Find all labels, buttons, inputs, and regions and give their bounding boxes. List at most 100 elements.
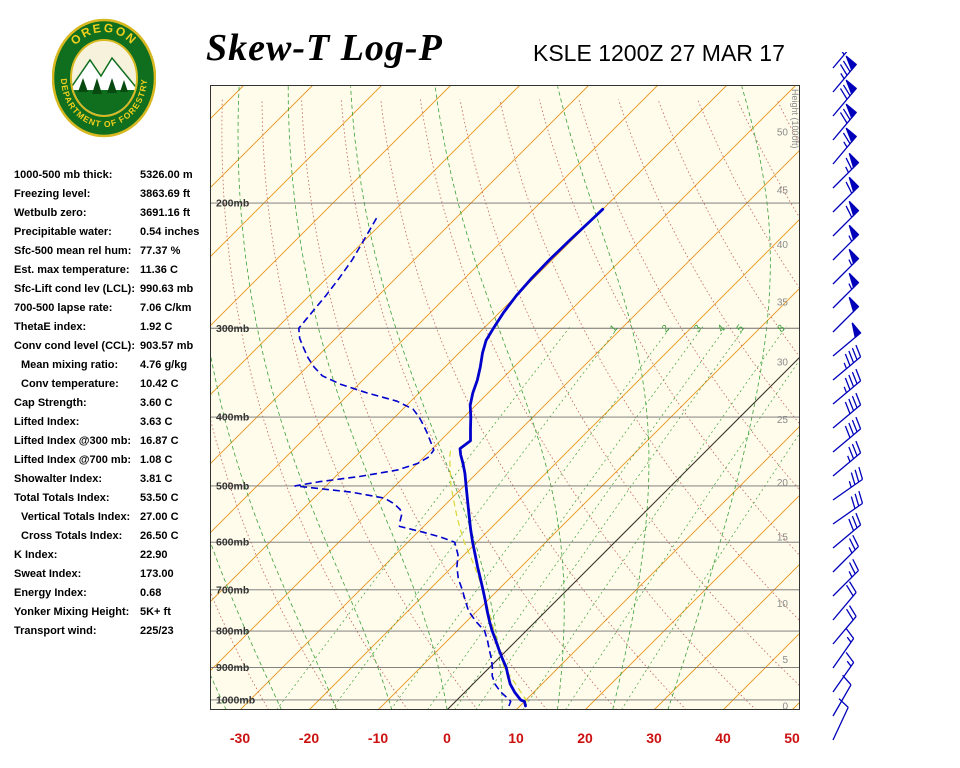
index-row: Sfc-Lift cond lev (LCL): 990.63 mb <box>12 281 220 300</box>
tree-icon <box>92 78 102 94</box>
index-value: 26.50 C <box>140 530 179 542</box>
index-row: Transport wind: 225/23 <box>12 623 220 642</box>
index-value: 3.60 C <box>140 397 173 409</box>
height-label: 0 <box>782 702 788 710</box>
wind-barb <box>832 558 860 597</box>
tree-icon <box>120 80 128 92</box>
odf-logo-svg: OREGON DEPARTMENT OF FORESTRY <box>51 18 157 138</box>
index-label: 1000-500 mb thick: <box>14 169 113 181</box>
index-value: 77.37 % <box>140 245 181 257</box>
index-row: Sfc-500 mean rel hum: 77.37 % <box>12 243 220 262</box>
wind-barb <box>832 581 857 621</box>
index-row: K Index: 22.90 <box>12 547 220 566</box>
height-label: 5 <box>782 655 788 666</box>
index-label: K Index: <box>14 549 58 561</box>
freezing-isotherm <box>446 356 800 710</box>
index-row: Yonker Mixing Height: 5K+ ft <box>12 604 220 623</box>
index-value: 903.57 mb <box>140 340 194 352</box>
mixing-ratio-label: 1 <box>608 323 620 334</box>
pressure-label: 800mb <box>216 626 249 638</box>
wind-barb <box>832 152 860 189</box>
wind-barb <box>832 322 862 357</box>
height-label: 30 <box>777 357 789 368</box>
wind-barb <box>832 467 864 501</box>
index-label: Yonker Mixing Height: <box>14 606 130 618</box>
dry-adiabats <box>210 99 800 710</box>
mixing-ratio-label: 3 <box>692 323 704 334</box>
wind-barb <box>832 52 848 69</box>
mixing-ratio-label: 5 <box>734 323 746 334</box>
index-row: Energy Index: 0.68 <box>12 585 220 604</box>
height-label: 10 <box>777 599 789 610</box>
index-value: 990.63 mb <box>140 283 194 295</box>
wind-barb <box>832 392 862 429</box>
pressure-label: 300mb <box>216 323 249 335</box>
index-value: 5K+ ft <box>140 606 171 618</box>
indices-panel: 1000-500 mb thick: 5326.00 m Freezing leve… <box>12 167 220 642</box>
index-label: Conv temperature: <box>21 378 119 390</box>
temp-axis-label: 50 <box>784 730 800 746</box>
wind-barb <box>832 651 855 693</box>
wind-barb <box>832 440 862 477</box>
index-value: 0.68 <box>140 587 162 599</box>
mixing-ratio-lines <box>276 325 800 710</box>
index-value: 3.63 C <box>140 416 173 428</box>
index-row: Total Totals Index: 53.50 C <box>12 490 220 509</box>
wind-barb <box>832 491 864 525</box>
temp-axis-label: -20 <box>298 730 320 746</box>
temp-axis-label: 30 <box>646 730 662 746</box>
index-row: Est. max temperature: 11.36 C <box>12 262 220 281</box>
height-label: 45 <box>777 185 789 196</box>
index-label: Cross Totals Index: <box>21 530 123 542</box>
index-value: 16.87 C <box>140 435 179 447</box>
index-label: Freezing level: <box>14 188 91 200</box>
index-row: Lifted Index @300 mb: 16.87 C <box>12 433 220 452</box>
plot-border <box>210 85 800 710</box>
index-row: Vertical Totals Index: 27.00 C <box>12 509 220 528</box>
index-value: 22.90 <box>140 549 168 561</box>
wind-barb <box>832 55 858 93</box>
index-row: Precipitable water: 0.54 inches <box>12 224 220 243</box>
mixing-ratio-label: 8 <box>775 323 787 334</box>
index-label: 700-500 lapse rate: <box>14 302 113 314</box>
index-label: Showalter Index: <box>14 473 103 485</box>
index-label: Sfc-Lift cond lev (LCL): <box>14 283 135 295</box>
index-label: Est. max temperature: <box>14 264 130 276</box>
index-value: 27.00 C <box>140 511 179 523</box>
index-value: 11.36 C <box>140 264 178 276</box>
index-value: 3.81 C <box>140 473 173 485</box>
mixing-ratio-label: 4 <box>716 323 728 334</box>
pressure-label: 500mb <box>216 480 249 492</box>
index-row: Cap Strength: 3.60 C <box>12 395 220 414</box>
temp-axis-label: 10 <box>508 730 524 746</box>
height-axis-title: Height (1000ft) <box>790 89 800 149</box>
plot-background <box>210 85 800 710</box>
tree-icon <box>78 78 88 92</box>
pressure-label: 200mb <box>216 198 249 210</box>
wind-barb <box>832 103 858 141</box>
dewpoint-curve <box>294 217 512 707</box>
wind-barb <box>832 368 862 405</box>
wind-barb <box>832 248 860 285</box>
index-row: Cross Totals Index: 26.50 C <box>12 528 220 547</box>
index-value: 1.08 C <box>140 454 173 466</box>
index-label: Lifted Index: <box>14 416 80 428</box>
station-time-label: KSLE 1200Z 27 MAR 17 <box>533 40 785 66</box>
wind-barb <box>832 224 860 261</box>
wind-barb <box>832 272 860 309</box>
height-label: 35 <box>777 298 789 309</box>
temperature-curve <box>458 207 605 708</box>
temp-axis-label: -30 <box>229 730 251 746</box>
index-label: Energy Index: <box>14 587 87 599</box>
index-row: 700-500 lapse rate: 7.06 C/km <box>12 300 220 319</box>
index-row: Lifted Index: 3.63 C <box>12 414 220 433</box>
index-label: Sweat Index: <box>14 568 82 580</box>
index-row: Freezing level: 3863.69 ft <box>12 186 220 205</box>
index-row: Lifted Index @700 mb: 1.08 C <box>12 452 220 471</box>
index-label: Precipitable water: <box>14 226 112 238</box>
temp-axis-label: 0 <box>443 730 451 746</box>
page-title: Skew-T Log-P <box>206 27 443 69</box>
wind-barb <box>832 127 858 165</box>
index-value: 1.92 C <box>140 321 173 333</box>
